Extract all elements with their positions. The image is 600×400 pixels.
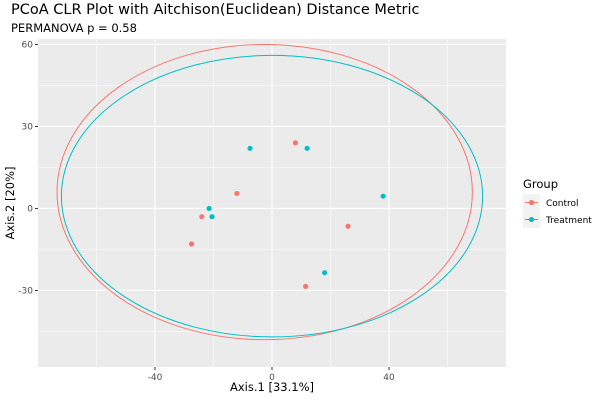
point-treatment bbox=[304, 145, 310, 151]
y-tick-label: 30 bbox=[22, 122, 34, 132]
point-treatment bbox=[209, 214, 215, 220]
point-control bbox=[292, 140, 298, 146]
y-axis-title: Axis.2 [20%] bbox=[3, 166, 17, 239]
point-treatment bbox=[380, 193, 386, 199]
point-treatment bbox=[206, 205, 212, 212]
y-tick-label: -30 bbox=[18, 286, 33, 296]
x-axis-title: Axis.1 [33.1%] bbox=[230, 380, 314, 394]
y-axis-ticks: -30 0 30 60 bbox=[18, 40, 38, 296]
ellipse-treatment bbox=[60, 54, 484, 338]
confidence-ellipses bbox=[56, 43, 484, 341]
x-tick-label: 0 bbox=[269, 373, 275, 383]
x-axis-ticks: -40 0 40 bbox=[148, 367, 395, 383]
ellipse-control bbox=[56, 43, 473, 341]
point-control bbox=[303, 283, 309, 289]
legend: Group Control Treatment bbox=[523, 177, 592, 228]
y-tick-label: 0 bbox=[27, 204, 33, 214]
x-tick-label: -40 bbox=[148, 373, 163, 383]
data-points bbox=[188, 140, 386, 289]
legend-label-treatment: Treatment bbox=[545, 216, 592, 226]
point-treatment bbox=[247, 145, 253, 151]
legend-title: Group bbox=[523, 177, 558, 191]
point-treatment bbox=[322, 270, 328, 276]
legend-label-control: Control bbox=[546, 199, 579, 209]
y-tick-label: 60 bbox=[22, 40, 34, 50]
point-control bbox=[345, 223, 351, 229]
legend-point-treatment bbox=[528, 216, 535, 223]
point-control bbox=[199, 214, 205, 220]
chart-subtitle: PERMANOVA p = 0.58 bbox=[11, 21, 137, 35]
x-tick-label: 40 bbox=[383, 373, 395, 383]
point-control bbox=[234, 190, 240, 197]
point-control bbox=[188, 241, 195, 247]
chart-title: PCoA CLR Plot with Aitchison(Euclidean) … bbox=[11, 2, 420, 18]
legend-point-control bbox=[528, 199, 535, 206]
